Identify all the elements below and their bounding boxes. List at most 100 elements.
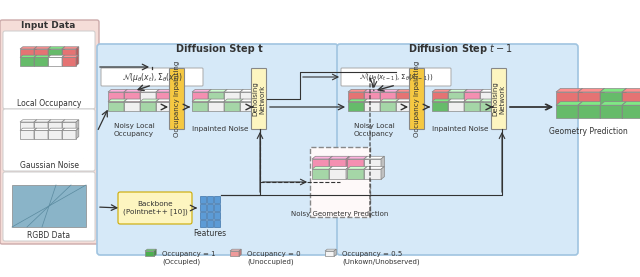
Polygon shape — [240, 99, 243, 111]
Polygon shape — [381, 156, 385, 169]
Polygon shape — [622, 105, 640, 118]
Polygon shape — [448, 89, 467, 92]
Polygon shape — [192, 102, 208, 111]
Polygon shape — [240, 102, 256, 111]
Polygon shape — [140, 102, 156, 111]
Polygon shape — [622, 92, 640, 105]
Polygon shape — [256, 99, 259, 111]
Polygon shape — [396, 99, 399, 111]
Polygon shape — [346, 156, 349, 169]
Polygon shape — [48, 130, 62, 139]
Polygon shape — [600, 102, 604, 118]
Polygon shape — [600, 102, 627, 105]
Polygon shape — [464, 99, 467, 111]
Polygon shape — [48, 47, 65, 49]
Polygon shape — [208, 89, 227, 92]
Polygon shape — [48, 122, 62, 130]
Polygon shape — [34, 120, 36, 130]
Polygon shape — [240, 92, 256, 102]
Polygon shape — [348, 99, 367, 102]
Polygon shape — [124, 92, 140, 102]
Polygon shape — [192, 89, 211, 92]
Text: Features: Features — [193, 230, 227, 238]
Polygon shape — [364, 89, 367, 102]
FancyBboxPatch shape — [101, 68, 203, 86]
Polygon shape — [600, 92, 622, 105]
FancyBboxPatch shape — [252, 68, 266, 130]
Polygon shape — [62, 57, 76, 66]
Bar — [214, 204, 220, 211]
Polygon shape — [364, 89, 383, 92]
FancyBboxPatch shape — [170, 68, 184, 130]
Text: Local Occupancy: Local Occupancy — [17, 99, 81, 109]
Polygon shape — [145, 249, 156, 251]
Polygon shape — [364, 102, 380, 111]
Polygon shape — [480, 102, 496, 111]
Polygon shape — [208, 99, 227, 102]
Polygon shape — [76, 120, 79, 130]
Polygon shape — [145, 251, 154, 257]
Polygon shape — [192, 99, 211, 102]
Polygon shape — [346, 166, 349, 179]
Polygon shape — [224, 102, 240, 111]
Polygon shape — [48, 55, 65, 57]
Polygon shape — [156, 89, 159, 102]
Polygon shape — [334, 249, 336, 257]
Polygon shape — [432, 99, 451, 102]
Text: Gaussian Noise: Gaussian Noise — [19, 160, 79, 170]
Polygon shape — [396, 89, 415, 92]
Text: Occupancy Inpainting: Occupancy Inpainting — [414, 61, 420, 137]
Polygon shape — [412, 89, 415, 102]
Polygon shape — [34, 128, 51, 130]
Bar — [200, 196, 206, 203]
Polygon shape — [108, 92, 124, 102]
Polygon shape — [578, 102, 604, 105]
FancyBboxPatch shape — [3, 31, 95, 109]
Polygon shape — [224, 89, 243, 92]
Polygon shape — [432, 102, 448, 111]
Polygon shape — [20, 128, 36, 130]
Polygon shape — [48, 120, 51, 130]
Text: RGBD Data: RGBD Data — [28, 230, 70, 240]
Polygon shape — [381, 166, 385, 179]
Bar — [214, 220, 220, 227]
Polygon shape — [140, 89, 159, 92]
Polygon shape — [62, 49, 76, 57]
Polygon shape — [347, 166, 367, 169]
Polygon shape — [156, 92, 172, 102]
Polygon shape — [380, 92, 396, 102]
Polygon shape — [622, 88, 627, 105]
Polygon shape — [34, 122, 48, 130]
Polygon shape — [62, 47, 79, 49]
FancyBboxPatch shape — [118, 192, 192, 224]
Polygon shape — [20, 57, 34, 66]
Polygon shape — [62, 122, 76, 130]
Polygon shape — [578, 102, 582, 118]
Polygon shape — [34, 57, 48, 66]
Text: Occupancy Inpainting: Occupancy Inpainting — [174, 61, 180, 137]
Polygon shape — [62, 47, 65, 57]
Polygon shape — [48, 120, 65, 122]
Polygon shape — [578, 92, 600, 105]
Polygon shape — [432, 89, 451, 92]
Polygon shape — [108, 89, 127, 92]
Polygon shape — [480, 89, 499, 92]
Polygon shape — [329, 156, 332, 169]
Text: Occupancy = 1
(Occupied): Occupancy = 1 (Occupied) — [162, 251, 216, 265]
Polygon shape — [329, 156, 349, 159]
Polygon shape — [240, 89, 243, 102]
Polygon shape — [208, 92, 224, 102]
Polygon shape — [34, 130, 48, 139]
Polygon shape — [224, 92, 240, 102]
Polygon shape — [192, 92, 208, 102]
Polygon shape — [34, 120, 51, 122]
Polygon shape — [108, 99, 127, 102]
Polygon shape — [347, 159, 364, 169]
Polygon shape — [448, 99, 451, 111]
Polygon shape — [329, 159, 346, 169]
Polygon shape — [348, 92, 364, 102]
Polygon shape — [48, 49, 62, 57]
Bar — [200, 212, 206, 219]
Polygon shape — [62, 55, 79, 57]
Polygon shape — [480, 89, 483, 102]
